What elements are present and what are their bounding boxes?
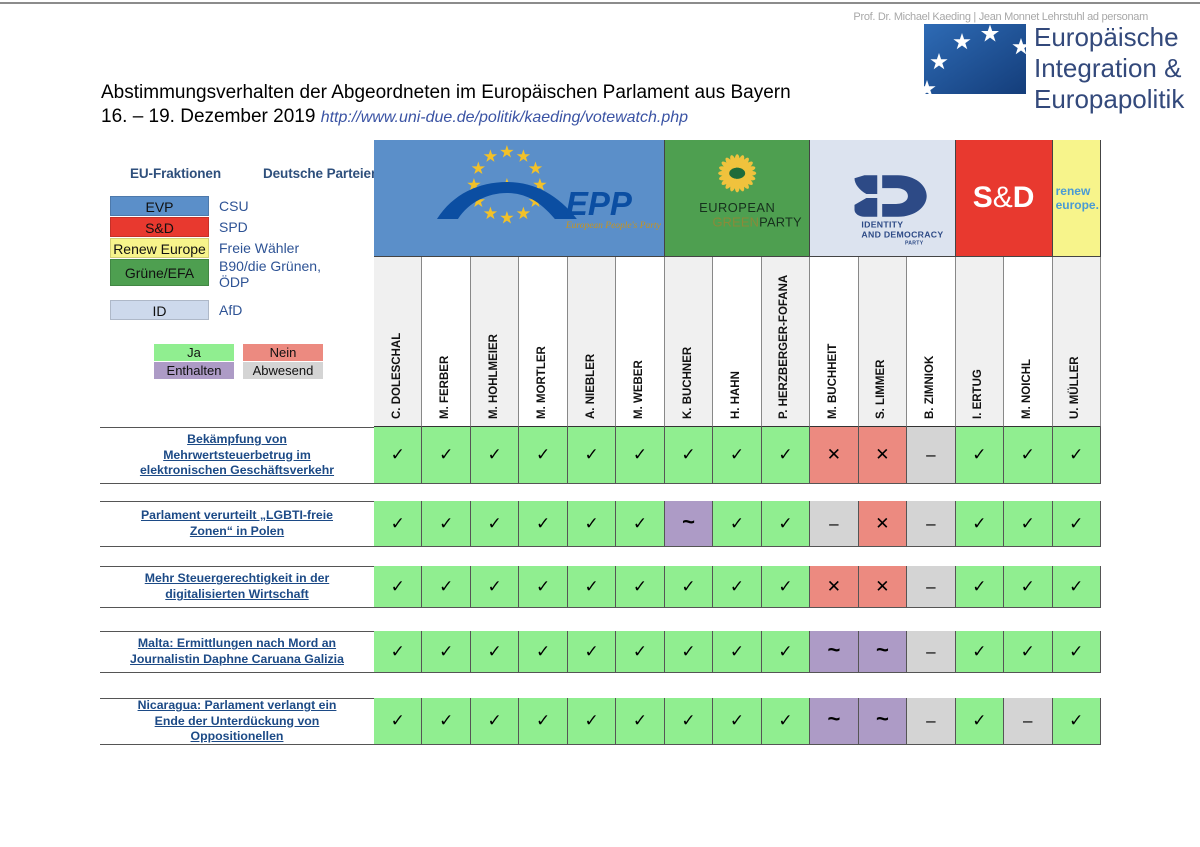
svg-text:PARTY: PARTY: [905, 240, 924, 246]
svg-text:IDENTITY: IDENTITY: [862, 219, 904, 229]
svg-text:EUROPEAN: EUROPEAN: [699, 199, 775, 214]
svg-text:AND DEMOCRACY: AND DEMOCRACY: [862, 229, 944, 239]
svg-text:European People's Party: European People's Party: [565, 220, 662, 230]
svg-text:GREENPARTY: GREENPARTY: [712, 214, 802, 229]
svg-text:EPP: EPP: [566, 184, 633, 221]
